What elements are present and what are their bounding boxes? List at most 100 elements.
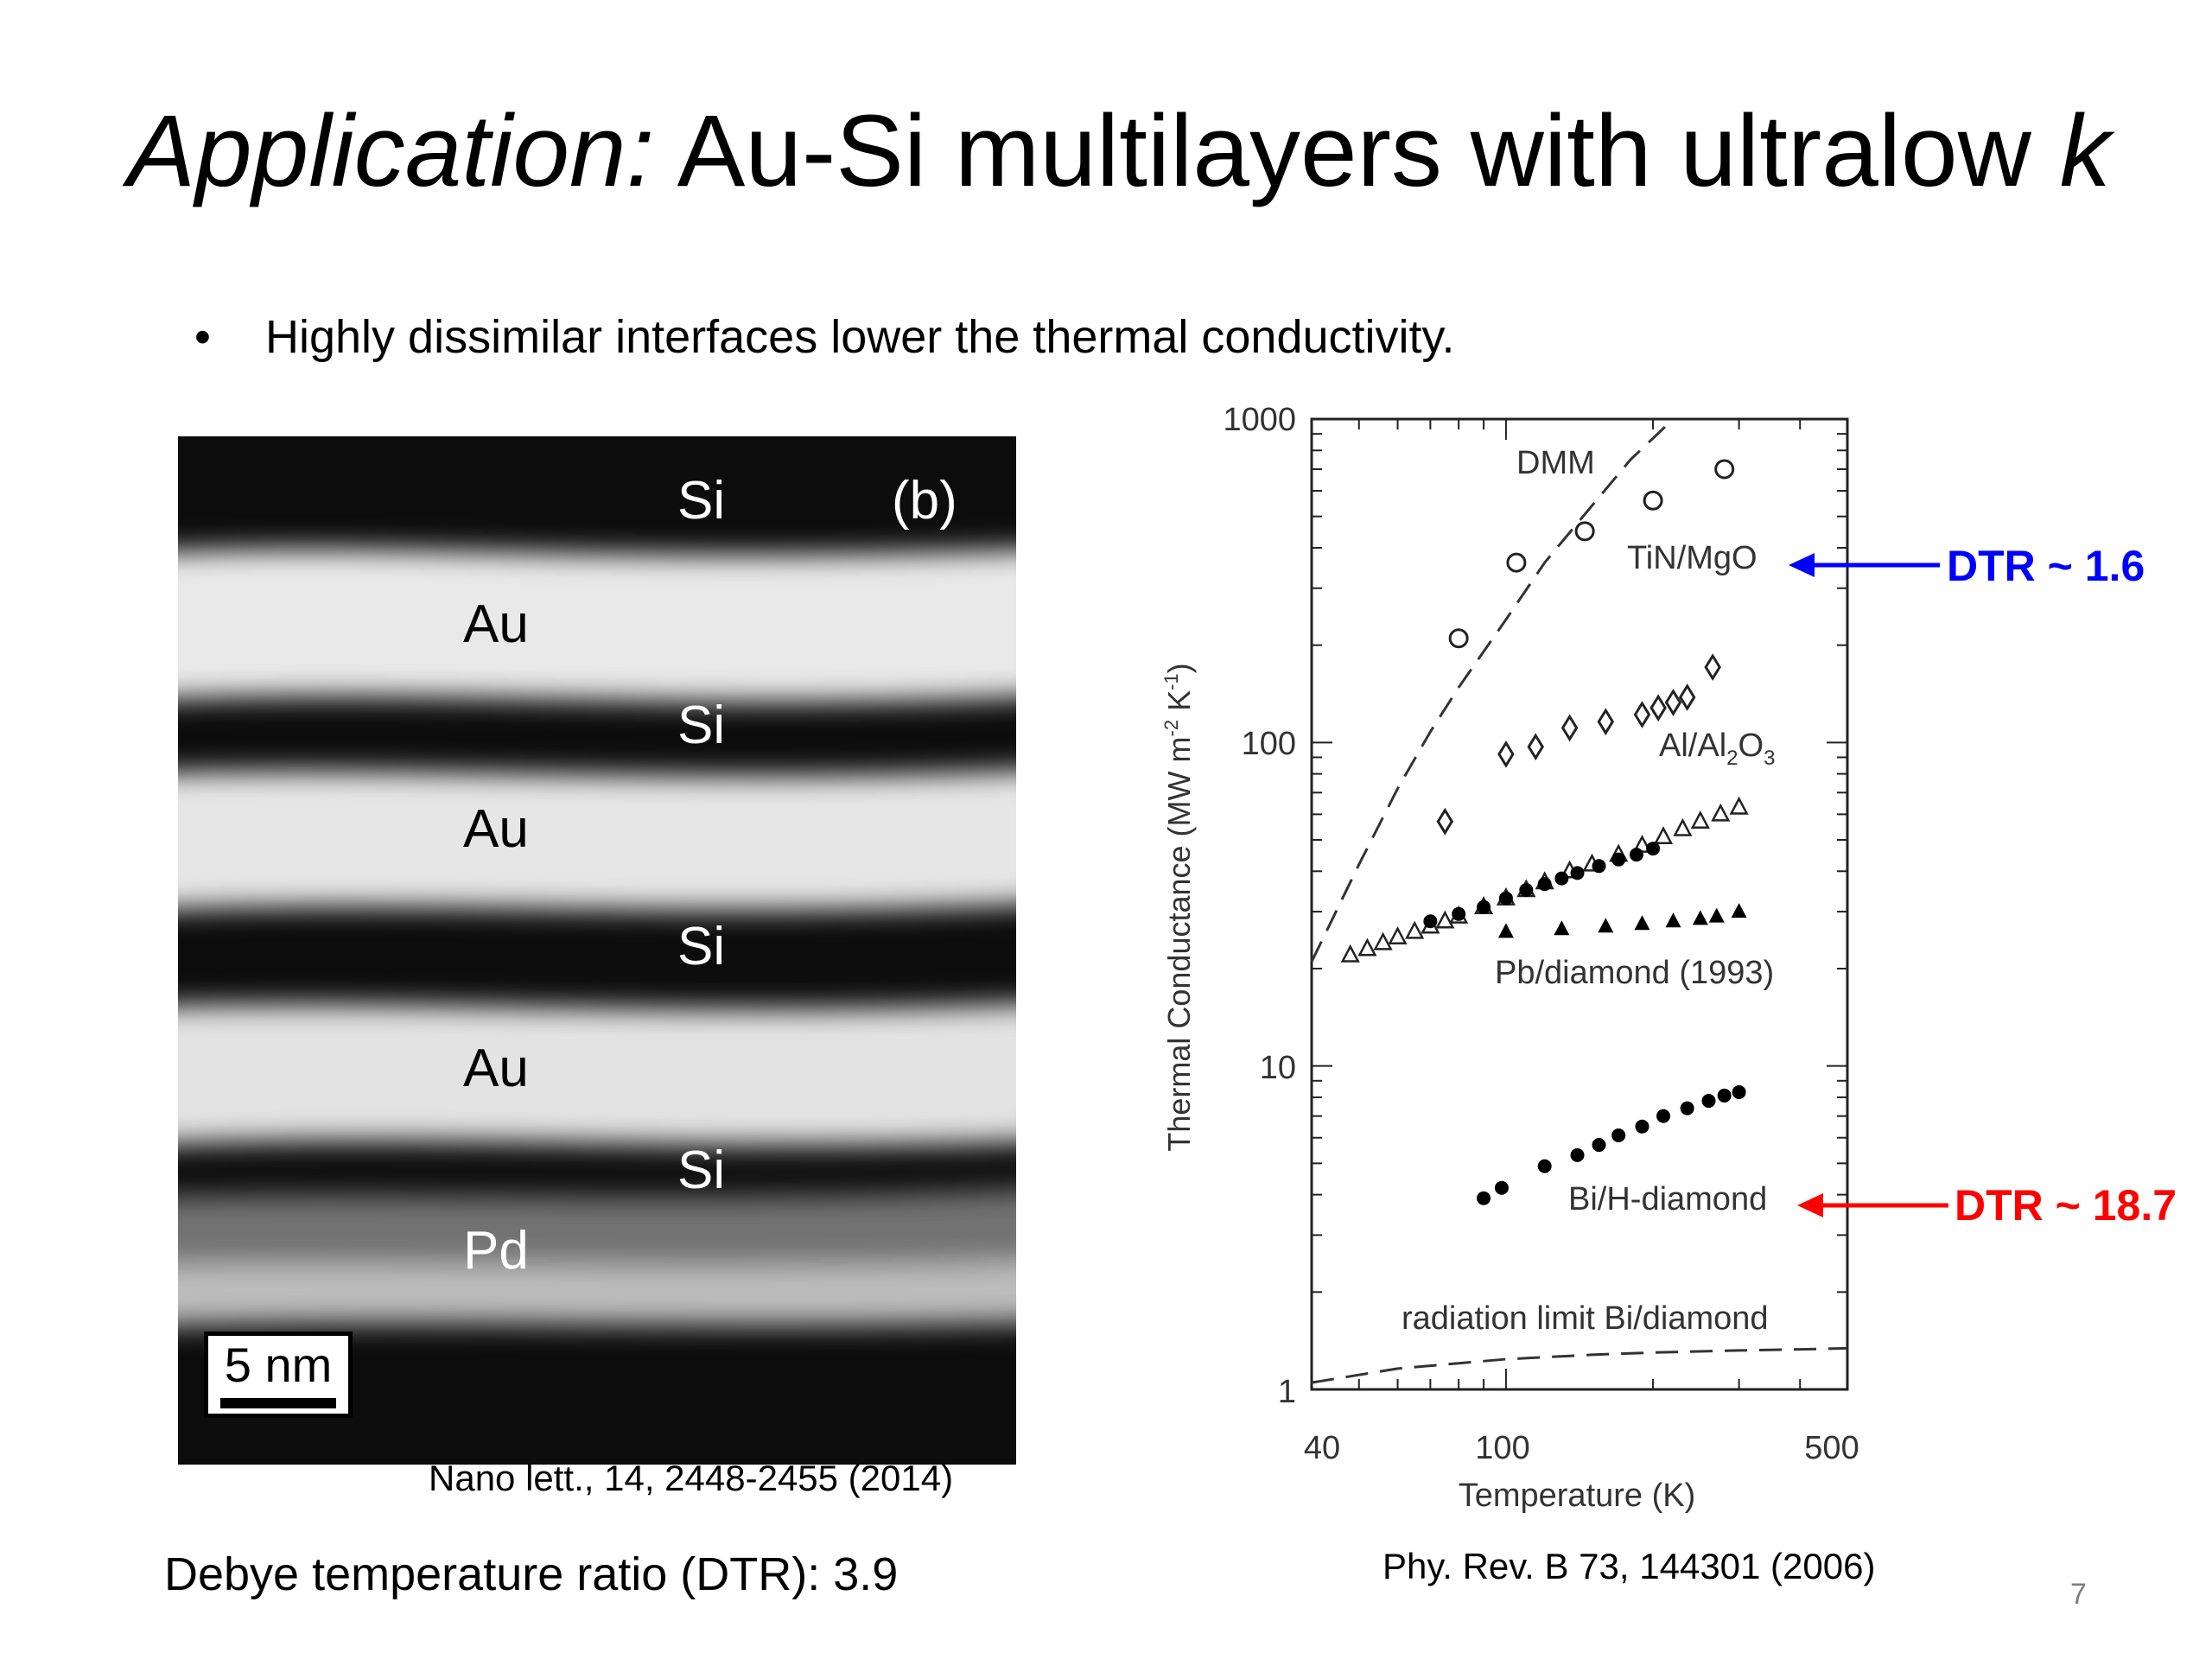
tem-layer-label-si-1: Si (677, 471, 726, 531)
scale-bar-label: 5 nm (224, 1338, 333, 1392)
marker-s1-3 (1560, 714, 1579, 742)
marker-s1-1 (1497, 741, 1515, 768)
marker-s1-4 (1597, 708, 1615, 736)
marker-s1-5 (1633, 701, 1651, 728)
title-italic: Application: (127, 94, 655, 208)
marker-s4-3 (1634, 915, 1650, 931)
chart-citation: Phy. Rev. B 73, 144301 (2006) (1382, 1546, 1876, 1586)
tem-layer-label-si-3: Si (677, 917, 726, 976)
marker-s0-4 (1714, 459, 1735, 480)
marker-s4-0 (1497, 923, 1514, 938)
marker-s2-20 (1729, 796, 1749, 815)
y-tick-label-10: 10 (1260, 1050, 1296, 1086)
marker-s4-7 (1731, 903, 1747, 918)
model-curves (1310, 417, 1848, 1384)
bullet-text: Highly dissimilar interfaces lower the t… (265, 311, 1455, 363)
marker-s0-1 (1506, 552, 1527, 573)
tem-citation: Nano lett., 14, 2448-2455 (2014) (429, 1458, 954, 1498)
tem-micrograph: (b) Si Au Si Au Si Au Si Pd 5 nm (178, 436, 1016, 1465)
y-axis-label: Thermal Conductance (MW m-2 K-1) (1160, 663, 1197, 1151)
marker-s4-2 (1598, 918, 1614, 933)
marker-s4-5 (1692, 910, 1708, 925)
marker-s4-1 (1554, 920, 1570, 936)
curve-1 (1311, 1346, 1848, 1384)
marker-s0-0 (1448, 628, 1469, 649)
x-axis-label: Temperature (K) (1459, 1478, 1696, 1514)
scale-bar: 5 nm (204, 1332, 353, 1418)
x-tick-label-100: 100 (1475, 1430, 1529, 1466)
marker-s4-6 (1708, 907, 1725, 923)
marker-s3-6 (1554, 871, 1569, 886)
dtr-annotations: DTR ~ 1.6 DTR ~ 18.7 (1789, 542, 2177, 1230)
marker-s2-0 (1340, 944, 1360, 963)
bullet-icon: • (194, 311, 211, 363)
marker-s1-2 (1527, 733, 1544, 761)
marker-s5-11 (1732, 1084, 1746, 1099)
label-pb-diamond: Pb/diamond (1993) (1495, 955, 1774, 991)
x-tick-label-40: 40 (1304, 1430, 1340, 1466)
chart-labels: 40 100 500 1 10 100 1000 Temperature (K)… (1160, 402, 1859, 1514)
slide-title: Application: Au-Si multilayers with ultr… (112, 91, 2126, 212)
dtr-arrow-blue-head (1789, 553, 1815, 577)
marker-s5-7 (1656, 1109, 1671, 1123)
marker-s1-7 (1664, 689, 1682, 716)
tem-panel-label: (b) (892, 471, 957, 531)
marker-s3-11 (1646, 842, 1661, 856)
marker-s5-1 (1494, 1180, 1509, 1195)
label-bi-h-diamond: Bi/H-diamond (1568, 1181, 1767, 1217)
title-k: k (2059, 94, 2111, 208)
marker-s1-8 (1678, 683, 1696, 711)
axis-ticks (1311, 418, 1848, 1390)
marker-s3-1 (1452, 906, 1466, 921)
marker-s0-3 (1643, 490, 1663, 511)
marker-s1-0 (1436, 807, 1454, 836)
label-radiation-limit: radiation limit Bi/diamond (1402, 1300, 1769, 1337)
marker-s3-5 (1537, 877, 1552, 892)
marker-s5-0 (1477, 1191, 1491, 1205)
label-tin-mgo: TiN/MgO (1627, 540, 1758, 576)
tem-layer-label-si-4: Si (677, 1141, 726, 1200)
marker-s2-4 (1405, 920, 1425, 939)
y-tick-label-100: 100 (1242, 726, 1296, 762)
tem-layer-label-au-1: Au (463, 594, 529, 654)
marker-s2-19 (1711, 803, 1731, 822)
marker-s2-18 (1690, 810, 1710, 829)
marker-s2-1 (1357, 938, 1377, 957)
thermal-conductance-chart: 40 100 500 1 10 100 1000 Temperature (K)… (1160, 402, 2177, 1514)
marker-s2-6 (1435, 910, 1455, 929)
tem-image (178, 436, 1016, 1465)
tem-layer-label-au-2: Au (463, 799, 529, 859)
marker-s3-10 (1629, 848, 1643, 862)
marker-s3-0 (1423, 914, 1438, 929)
curve-0 (1310, 417, 1675, 963)
marker-s5-4 (1592, 1138, 1606, 1153)
marker-s3-3 (1498, 891, 1513, 906)
marker-s5-3 (1570, 1147, 1585, 1162)
page-number: 7 (2070, 1578, 2087, 1611)
marker-s3-7 (1570, 866, 1585, 880)
dtr-arrow-red-head (1797, 1193, 1823, 1217)
data-markers (1340, 459, 1749, 1205)
marker-s1-9 (1704, 653, 1721, 681)
marker-s5-9 (1701, 1094, 1716, 1109)
label-dmm: DMM (1516, 445, 1595, 481)
dtr-label-red: DTR ~ 18.7 (1955, 1181, 2177, 1230)
plot-frame (1310, 417, 1849, 1391)
marker-s1-6 (1649, 694, 1667, 722)
marker-s2-17 (1673, 817, 1693, 836)
marker-s3-9 (1611, 852, 1626, 867)
marker-s3-4 (1519, 883, 1534, 898)
y-tick-label-1: 1 (1278, 1374, 1296, 1410)
marker-s5-10 (1717, 1088, 1732, 1103)
marker-s5-5 (1611, 1128, 1626, 1143)
marker-s2-2 (1373, 931, 1393, 950)
marker-s0-2 (1574, 521, 1595, 542)
marker-s4-4 (1665, 912, 1681, 928)
scale-bar-line (220, 1398, 336, 1408)
tem-layer-label-au-3: Au (463, 1039, 529, 1098)
dtr-label-blue: DTR ~ 1.6 (1947, 542, 2145, 590)
label-al-al2o3: Al/Al2O3 (1659, 728, 1775, 770)
marker-s5-6 (1635, 1119, 1649, 1134)
marker-s3-2 (1477, 899, 1491, 914)
marker-s5-2 (1537, 1159, 1552, 1173)
